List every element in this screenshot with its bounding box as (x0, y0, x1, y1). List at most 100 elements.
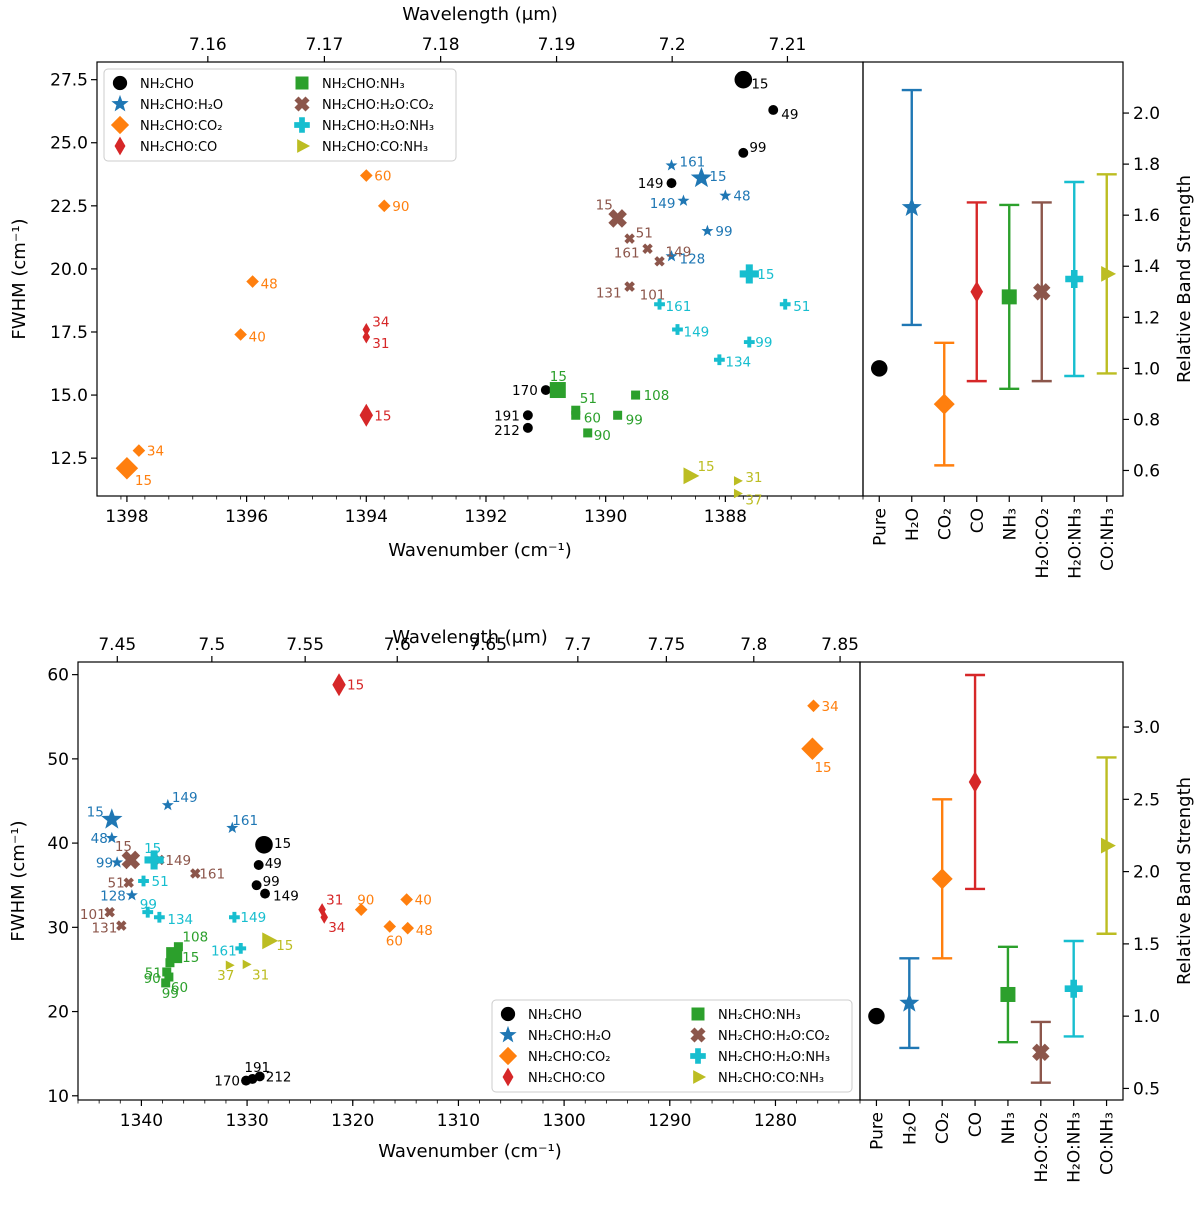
point-co_nh3 (225, 960, 235, 970)
band-point-h2o_nh3 (1065, 270, 1084, 288)
legend-entry-co2: NH₂CHO:CO₂ (528, 1050, 610, 1065)
point-h2o (677, 194, 690, 206)
band-y-tick-label: 1.2 (1133, 308, 1160, 328)
point-label: 51 (108, 876, 125, 892)
point-label: 34 (328, 920, 345, 936)
x2-tick-label: 7.8 (740, 635, 767, 655)
point-co2 (359, 169, 373, 182)
point-pure (255, 835, 273, 854)
band-point-co2 (933, 393, 955, 415)
point-co2 (807, 699, 820, 713)
x-tick-label: 1388 (704, 507, 747, 527)
point-h2o_nh3 (229, 911, 240, 923)
point-label: 90 (144, 971, 161, 987)
x2-tick-label: 7.75 (647, 635, 685, 655)
point-label: 15 (709, 169, 726, 185)
point-h2o (105, 831, 118, 844)
point-pure (738, 147, 749, 158)
point-label: 99 (755, 335, 772, 351)
point-label: 51 (636, 226, 653, 242)
point-label: 99 (96, 855, 113, 871)
point-h2o_co2 (642, 243, 653, 254)
legend-entry-co2: NH₂CHO:CO₂ (140, 119, 222, 134)
point-label: 99 (140, 897, 157, 913)
legend-marker-co_nh3 (693, 1070, 707, 1084)
point-label: 99 (715, 224, 732, 240)
point-nh3 (613, 410, 623, 420)
band-y-tick-label: 0.6 (1133, 461, 1160, 481)
point-co (359, 403, 374, 427)
point-label: 15 (274, 836, 291, 852)
point-label: 90 (594, 428, 611, 444)
point-h2o (719, 189, 732, 201)
point-label: 99 (749, 140, 766, 156)
point-label: 15 (347, 678, 364, 694)
x-tick-label: 1390 (584, 507, 627, 527)
point-label: 161 (666, 299, 692, 315)
point-label: 128 (100, 888, 126, 904)
point-h2o_nh3 (743, 336, 755, 348)
point-h2o (226, 821, 239, 834)
band-point-pure (868, 1007, 885, 1025)
band-point-co2 (931, 868, 953, 890)
point-nh3 (571, 405, 581, 415)
point-label: 149 (638, 176, 664, 192)
legend-entry-h2o_nh3: NH₂CHO:H₂O:NH₃ (322, 119, 434, 134)
point-pure (768, 104, 779, 115)
legend-entry-h2o: NH₂CHO:H₂O (528, 1029, 611, 1044)
x-tick-label: 1280 (754, 1111, 797, 1131)
point-label: 170 (512, 383, 538, 399)
point-nh3 (162, 967, 172, 977)
point-pure (522, 422, 533, 433)
point-label: 48 (733, 189, 750, 205)
x2-tick-label: 7.19 (538, 35, 576, 55)
point-label: 15 (182, 950, 199, 966)
point-co2 (401, 921, 415, 935)
point-label: 161 (199, 866, 225, 882)
point-h2o_co2 (121, 850, 141, 870)
point-pure (522, 410, 533, 421)
x2-tick-label: 7.2 (659, 35, 686, 55)
point-label: 149 (666, 244, 692, 260)
band-category-label: CO (968, 508, 988, 533)
legend-entry-h2o_co2: NH₂CHO:H₂O:CO₂ (718, 1029, 830, 1044)
legend-marker-co_nh3 (297, 139, 311, 153)
legend-entry-co_nh3: NH₂CHO:CO:NH₃ (322, 140, 428, 155)
point-co_nh3 (262, 932, 279, 950)
point-label: 131 (596, 286, 622, 302)
point-pure (666, 178, 677, 189)
band-y-tick-label: 2.0 (1133, 863, 1160, 883)
legend-entry-nh3: NH₂CHO:NH₃ (322, 77, 405, 92)
band-point-h2o (901, 197, 922, 217)
point-label: 128 (680, 251, 706, 267)
point-co2 (234, 328, 247, 341)
point-label: 51 (152, 874, 169, 890)
x2-tick-label: 7.17 (305, 35, 343, 55)
band-y-tick-label: 1.8 (1133, 155, 1160, 175)
x2-tick-label: 7.55 (286, 635, 324, 655)
top-band-frame (862, 61, 1124, 497)
legend-entry-h2o_co2: NH₂CHO:H₂O:CO₂ (322, 98, 434, 113)
point-co_nh3 (733, 476, 743, 486)
x-tick-label: 1392 (464, 507, 507, 527)
band-category-label: CO (966, 1112, 986, 1137)
legend-entry-co: NH₂CHO:CO (140, 140, 217, 155)
point-nh3 (165, 958, 175, 968)
point-label: 108 (182, 930, 208, 946)
point-label: 37 (745, 492, 762, 508)
point-label: 191 (244, 1060, 270, 1076)
legend-marker-h2o_nh3 (294, 117, 310, 133)
point-h2o_co2 (190, 868, 201, 879)
y-tick-label: 30 (47, 918, 69, 938)
point-h2o (101, 808, 123, 829)
point-co2 (801, 737, 824, 760)
band-category-label: H₂O (900, 1112, 920, 1145)
legend-marker-pure (112, 75, 128, 91)
point-label: 170 (214, 1074, 240, 1090)
point-label: 191 (494, 408, 520, 424)
x-tick-label: 1340 (120, 1111, 163, 1131)
band-category-label: CO₂ (933, 1112, 953, 1144)
point-label: 15 (757, 267, 774, 283)
x2-tick-label: 7.7 (564, 635, 591, 655)
x2-tick-label: 7.6 (384, 635, 411, 655)
